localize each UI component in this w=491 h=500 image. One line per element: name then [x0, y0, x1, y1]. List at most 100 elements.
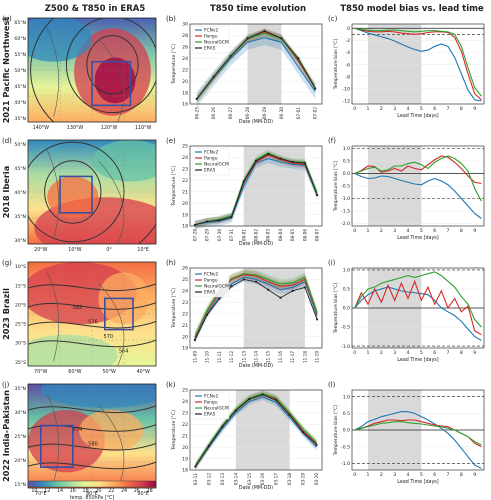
ytick-label: -4 [345, 50, 350, 56]
ytick-label: 26 [182, 266, 188, 272]
series-line-era5 [196, 30, 316, 100]
xtick-label: 03-13 [220, 473, 225, 486]
series-line-pangu [354, 27, 482, 101]
event-region-box [91, 60, 132, 107]
xtick-label: 07-02 [313, 107, 318, 120]
series-line-neuralgcm [194, 273, 318, 337]
legend-label: ERA5 [204, 168, 216, 174]
legend-label: NeuralGCM [204, 40, 229, 46]
ytick-label: -8 [345, 74, 350, 80]
ytick-label: 16 [182, 102, 188, 108]
xtick-label: 4 [407, 106, 410, 112]
ytick-label: 0 [347, 26, 350, 32]
ytick-label: 23 [182, 411, 188, 417]
heatwave-period-shade [368, 24, 422, 104]
xtick-label: 7 [447, 106, 450, 112]
era5-point [302, 431, 305, 434]
era5-point [275, 399, 278, 402]
series-line-neuralgcm [354, 271, 482, 328]
chart-panel: (f) 1.0 0.5 0.0 -0.5 -1.0 -1.5 -2.00 1 2 3 4 5 6 7 8 9 Le… [328, 137, 485, 241]
xaxis-label: Date (MM-DD) [239, 363, 273, 369]
xaxis-label: Lead Time [days] [397, 235, 439, 241]
yaxis-label: Temperature bias [°C] [333, 405, 339, 457]
xtick-label: 4 [407, 350, 410, 356]
heatwave-period-shade [243, 146, 305, 226]
xtick-label: 1 [367, 350, 370, 356]
era5-point [316, 194, 319, 197]
xtick-label: 5 [420, 350, 423, 356]
legend-label: NeuralGCM [204, 162, 229, 168]
legend-label: FCNv2 [204, 394, 218, 400]
coastline [46, 272, 125, 366]
xtick-label: 07-31 [229, 229, 234, 242]
map-ytick-label: 35°S [15, 360, 26, 366]
row-label: 2018 Iberia [1, 166, 11, 218]
ytick-label: 22 [182, 422, 188, 428]
ytick-label: 20 [182, 445, 188, 451]
xtick-label: 03-18 [287, 473, 292, 486]
legend-label: Pangu [204, 156, 218, 162]
ytick-label: 23 [182, 300, 188, 306]
legend-label: NeuralGCM [204, 406, 229, 412]
series-line-fcnv2 [194, 396, 318, 467]
xtick-label: 11-14 [254, 351, 259, 364]
xtick-label: 7 [447, 228, 450, 234]
era5-point [212, 75, 215, 78]
panel-label: (b) [166, 15, 176, 23]
column-title: T850 time evolution [210, 4, 306, 14]
coastline [46, 150, 125, 244]
ytick-label: 21 [182, 323, 188, 329]
map-ytick-label: 30°N [14, 238, 26, 244]
era5-point [291, 160, 294, 164]
map-xtick-label: 110°W [135, 125, 152, 131]
geopotential-contour [30, 18, 55, 122]
map-frame [27, 17, 157, 123]
legend-label: NeuralGCM [204, 284, 229, 290]
era5-point [254, 280, 258, 283]
panel-label: (a) [2, 15, 12, 23]
xtick-label: 11-10 [205, 351, 210, 364]
xtick-label: 06-25 [194, 107, 199, 120]
event-region-box [104, 297, 134, 331]
map-ytick-label: 50°N [14, 142, 26, 148]
colorbar-tick-label: 14 [57, 488, 63, 494]
panel-label: (f) [328, 137, 336, 145]
xtick-label: 8 [460, 350, 463, 356]
era5-point [267, 288, 270, 291]
ytick-label: -12 [342, 99, 350, 105]
xtick-label: 03-20 [314, 473, 319, 486]
xtick-label: 4 [407, 472, 410, 478]
ytick-label: 21 [182, 189, 188, 195]
ytick-label: 19 [182, 346, 188, 352]
ytick-label: 18 [182, 90, 188, 96]
era5-point [234, 409, 237, 412]
era5-point [288, 414, 291, 417]
xtick-label: 6 [433, 228, 436, 234]
xtick-label: 11-16 [278, 351, 283, 364]
series-line-pangu [354, 279, 482, 336]
contour-label: 570 [104, 334, 114, 340]
xtick-label: 8 [460, 228, 463, 234]
ytick-label: -1.0 [341, 344, 350, 350]
era5-point [248, 398, 251, 401]
map-xtick-label: 0° [106, 247, 111, 253]
xaxis-label: Lead Time [days] [397, 479, 439, 485]
xtick-label: 4 [407, 228, 410, 234]
ytick-label: 0.5 [343, 287, 350, 293]
panel-label: (l) [328, 381, 336, 389]
xtick-label: 3 [393, 472, 396, 478]
xtick-label: 11-11 [217, 351, 222, 364]
panel-label: (j) [2, 381, 10, 389]
xtick-label: 5 [420, 472, 423, 478]
xtick-label: 6 [433, 350, 436, 356]
geopotential-contour [28, 339, 156, 348]
map-ytick-label: 40°N [14, 100, 26, 106]
ytick-label: 24 [182, 155, 188, 161]
temperature-anomaly [28, 334, 118, 366]
xtick-label: 08-01 [241, 229, 246, 242]
era5-point [279, 157, 282, 160]
era5-point [254, 159, 258, 162]
era5-point [316, 318, 319, 321]
ytick-label: -1.0 [341, 196, 350, 202]
